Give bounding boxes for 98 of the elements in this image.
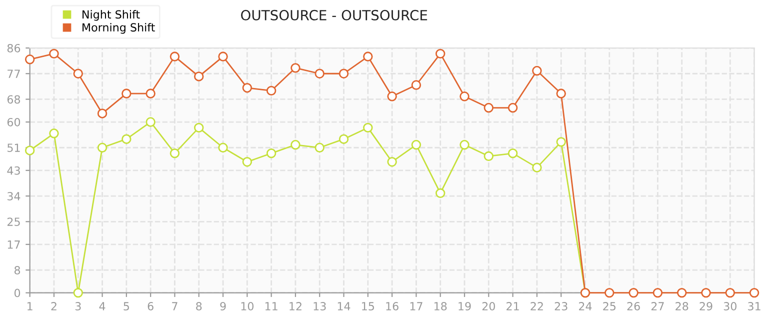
point [749,288,760,298]
x-tick-label: 8 [196,302,202,310]
point [338,134,349,144]
point [97,142,108,152]
point [122,88,132,98]
point [484,151,494,162]
point [460,92,470,102]
x-tick-label: 2 [51,302,56,310]
point [242,157,252,167]
point [314,68,324,78]
point [701,288,711,298]
y-tick-label: 51 [8,144,20,152]
x-tick-label: 10 [241,302,254,310]
x-tick-label: 4 [99,302,106,310]
point [411,140,422,150]
point [194,72,204,82]
point [218,52,228,62]
point [604,288,614,298]
y-tick-label: 17 [8,240,20,249]
point [652,288,663,298]
y-tick-label: 86 [7,44,20,52]
point [508,148,518,158]
y-tick-label: 77 [8,70,20,78]
x-tick-label: 28 [676,302,688,310]
point [49,48,59,59]
point [97,108,108,118]
x-tick-label: 23 [554,302,568,310]
x-tick-label: 13 [314,302,326,310]
x-tick-label: 12 [290,302,302,310]
point [73,68,83,78]
point [146,117,156,127]
point [628,288,638,298]
x-tick-label: 22 [530,302,543,310]
x-tick-label: 21 [506,302,519,310]
point [363,52,373,62]
point [314,142,324,152]
point [338,68,349,78]
x-tick-label: 17 [410,302,422,310]
legend-label: Night Shift [82,10,140,21]
x-tick-label: 11 [265,302,278,310]
x-tick-label: 30 [724,302,736,310]
point [532,66,542,76]
point [556,88,566,98]
point [676,288,687,298]
x-tick-label: 24 [578,302,592,310]
x-tick-label: 26 [627,302,640,310]
point [218,142,228,152]
y-tick-label: 60 [7,118,20,126]
point [387,92,397,102]
point [266,148,276,158]
y-tick-label: 43 [7,166,20,175]
point [484,102,494,113]
point [363,122,373,133]
point [170,148,180,158]
point [387,157,397,167]
point [411,80,422,90]
point [725,288,736,298]
x-tick-label: 31 [748,302,760,310]
point [436,48,446,59]
point [122,134,132,144]
legend-label: Morning Shift [82,22,155,34]
x-tick-label: 19 [458,302,471,310]
x-tick-label: 7 [172,302,178,310]
y-tick-label: 0 [14,288,20,298]
point [436,188,446,198]
y-tick-label: 68 [7,95,20,104]
point [460,140,470,150]
x-tick-label: 25 [603,302,616,310]
point [508,102,518,113]
y-tick-label: 8 [14,266,20,274]
x-tick-label: 1 [28,302,32,310]
x-tick-label: 18 [434,302,447,310]
point [146,88,156,98]
x-tick-label: 16 [386,302,398,310]
point [73,288,83,298]
point [242,82,252,93]
y-tick-label: 34 [8,192,20,200]
x-tick-label: 20 [482,302,495,310]
point [49,128,59,138]
point [24,54,35,64]
x-tick-label: 6 [148,302,154,310]
chart-title: OUTSOURCE - OUTSOURCE [241,10,428,20]
point [556,137,566,147]
x-tick-label: 5 [124,302,129,310]
x-tick-label: 3 [75,302,81,310]
point [170,52,180,62]
point [290,63,300,73]
point [194,122,204,133]
point [266,86,276,96]
x-tick-label: 14 [338,302,350,310]
point [532,162,542,172]
x-tick-label: 15 [362,302,374,310]
x-tick-label: 29 [700,302,712,310]
point [290,140,300,150]
point [24,146,35,156]
x-tick-label: 27 [651,302,664,310]
y-tick-label: 25 [7,218,20,226]
x-tick-label: 9 [220,302,226,310]
